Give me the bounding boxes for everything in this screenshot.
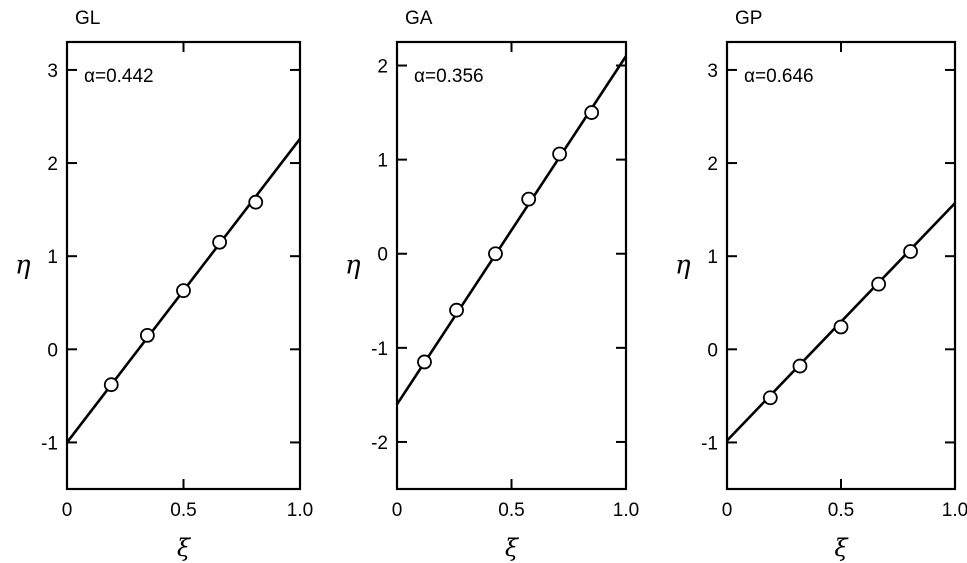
panel-ga: GA -2 -1 0 1 2 0 0.5 1.0 ξ η α=0.356	[345, 8, 639, 562]
x-axis-label: ξ	[834, 534, 849, 562]
data-point	[871, 276, 887, 292]
data-point	[103, 377, 119, 393]
y-tick-label: 2	[377, 57, 388, 78]
x-tick-label: 1.0	[287, 500, 313, 521]
data-point	[833, 319, 849, 335]
y-axis-label: η	[675, 251, 691, 281]
plot-frame	[725, 40, 957, 491]
data-point	[449, 302, 464, 318]
y-tick-label: 1	[377, 151, 388, 172]
panel-title: GP	[735, 8, 762, 29]
y-tick-label: -1	[371, 339, 388, 360]
data-point	[139, 327, 155, 343]
data-point	[762, 390, 778, 406]
data-point	[792, 358, 808, 374]
data-point	[488, 246, 503, 262]
data-point	[176, 283, 191, 299]
y-tick-label: 0	[707, 340, 718, 361]
data-point	[552, 146, 567, 162]
plot-frame	[65, 40, 302, 491]
data-point	[584, 105, 600, 120]
x-tick-label: 0	[722, 500, 733, 521]
x-axis-label: ξ	[177, 534, 192, 562]
y-tick-label: 3	[47, 61, 58, 82]
x-tick-label: 0.5	[170, 500, 196, 521]
x-tick-label: 0.5	[498, 500, 524, 521]
x-axis-label: ξ	[505, 534, 520, 562]
panel-title: GL	[75, 8, 100, 29]
x-tick-label: 0	[392, 500, 403, 521]
x-tick-label: 0.5	[828, 500, 854, 521]
panel-gl: GL -1 0 1 2 3 0 0.5 1.0 ξ η α=0.442	[15, 8, 313, 562]
y-tick-label: -2	[371, 433, 388, 454]
data-point	[521, 191, 537, 207]
y-tick-label: 0	[47, 340, 58, 361]
y-tick-label: -1	[701, 433, 718, 454]
data-point	[417, 354, 432, 370]
y-tick-label: 3	[707, 61, 718, 82]
y-tick-label: 2	[707, 154, 718, 175]
alpha-annotation: α=0.356	[414, 66, 484, 87]
alpha-annotation: α=0.646	[744, 66, 814, 87]
panel-gp: GP -1 0 1 2 3 0 0.5 1.0 ξ η α=0.646	[675, 8, 967, 562]
y-tick-label: -1	[41, 433, 58, 454]
data-point	[903, 244, 918, 259]
x-tick-label: 1.0	[942, 500, 967, 521]
y-tick-label: 2	[47, 154, 58, 175]
x-tick-label: 0	[62, 500, 73, 521]
data-point	[248, 194, 264, 210]
y-axis-label: η	[345, 251, 361, 281]
y-axis-label: η	[15, 251, 31, 281]
y-tick-label: 1	[707, 247, 718, 268]
panel-title: GA	[405, 8, 433, 29]
data-point	[212, 234, 228, 250]
x-tick-label: 1.0	[613, 500, 639, 521]
alpha-annotation: α=0.442	[84, 66, 154, 87]
y-tick-label: 0	[377, 245, 388, 266]
y-tick-label: 1	[47, 247, 58, 268]
